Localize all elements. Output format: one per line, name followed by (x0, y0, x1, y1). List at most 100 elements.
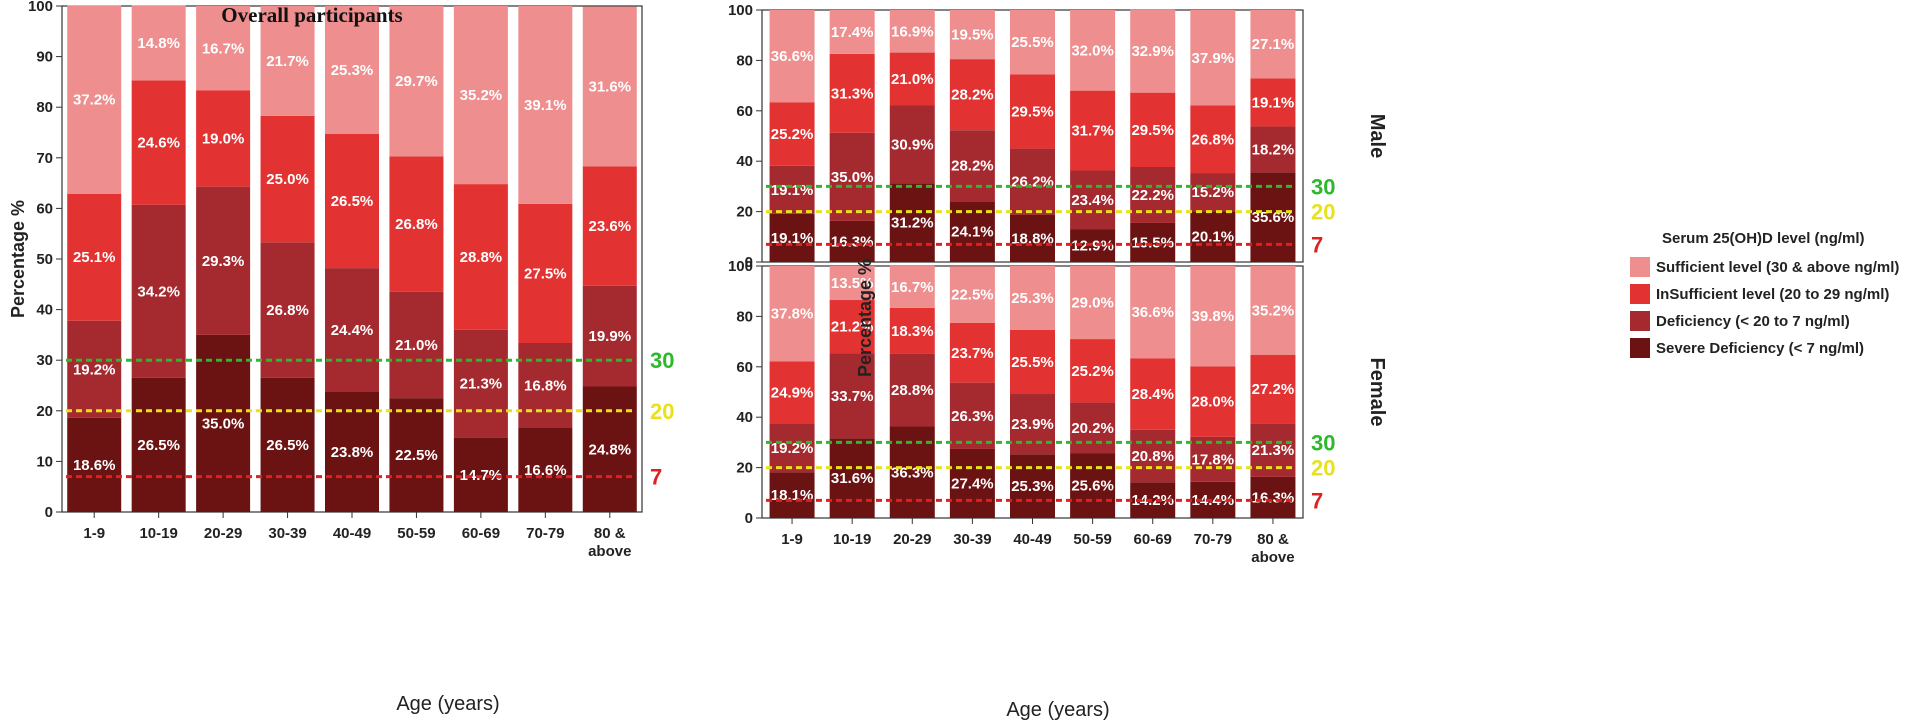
bar-segment (453, 184, 508, 330)
bar-segment (1070, 90, 1116, 171)
chart-title: Overall participants (221, 3, 402, 27)
x-tick-label: 10-19 (833, 531, 871, 548)
bar-segment (889, 10, 935, 53)
bar-segment (889, 265, 935, 308)
data-label: 27.1% (1252, 36, 1295, 53)
bar-segment (1190, 105, 1236, 174)
data-label: 19.2% (73, 361, 116, 378)
data-label: 26.5% (266, 437, 309, 454)
data-label: 21.0% (891, 71, 934, 88)
bar-segment (1070, 339, 1116, 403)
legend-swatch (1630, 338, 1650, 358)
y-axis-title-right: Percentage % (855, 259, 875, 377)
data-label: 35.0% (202, 415, 245, 432)
bar-segment (889, 52, 935, 106)
bar-segment (1250, 266, 1296, 355)
bar-segment (769, 165, 815, 214)
bar-segment (1010, 266, 1055, 330)
bar-segment (829, 53, 875, 133)
x-tick-label: 30-39 (953, 531, 991, 548)
bar-segment (1070, 402, 1116, 454)
bar-segment (1070, 266, 1116, 340)
y-tick-label: 20 (736, 460, 753, 477)
data-label: 24.6% (137, 135, 180, 152)
x-tick-label: 50-59 (1073, 531, 1111, 548)
data-label: 23.8% (331, 444, 374, 461)
bar-segment (260, 6, 315, 116)
data-label: 26.5% (137, 437, 180, 454)
data-label: 28.0% (1192, 394, 1235, 411)
x-tick-label: 1-9 (781, 531, 803, 548)
bar-segment (453, 6, 508, 185)
bar-segment (1010, 10, 1055, 75)
bar-segment (389, 291, 444, 399)
y-tick-label: 50 (36, 251, 53, 268)
bar-segment (1250, 476, 1296, 518)
data-label: 13.5% (831, 275, 874, 292)
legend-swatch (1630, 257, 1650, 277)
bar-segment (1130, 9, 1176, 93)
bar-segment (131, 204, 186, 378)
reference-label-20: 20 (1311, 200, 1335, 225)
data-label: 36.6% (1131, 304, 1174, 321)
data-label: 23.9% (1011, 416, 1054, 433)
bar-segment (1070, 10, 1116, 91)
bar-segment (769, 10, 815, 103)
bar-segment (1190, 10, 1236, 106)
data-label: 20.1% (1192, 229, 1235, 246)
data-label: 16.7% (202, 40, 245, 57)
y-tick-label: 20 (736, 204, 753, 221)
bar-segment (518, 428, 573, 512)
bar-segment (889, 307, 935, 354)
bar-segment (67, 5, 122, 194)
bar-segment (453, 329, 508, 438)
data-label: 18.2% (1252, 141, 1295, 158)
bar-segment (260, 115, 315, 243)
bar-segment (260, 377, 315, 512)
bar-segment (829, 132, 875, 221)
data-label: 15.2% (1192, 184, 1235, 201)
bar-segment (829, 300, 875, 354)
data-label: 26.5% (331, 193, 374, 210)
x-tick-label: 1-9 (83, 525, 105, 542)
data-label: 19.5% (951, 27, 994, 44)
x-tick-label: 60-69 (462, 525, 500, 542)
bar-segment (1130, 266, 1176, 359)
data-label: 24.8% (589, 441, 632, 458)
data-label: 26.3% (951, 408, 994, 425)
bar-segment (389, 6, 444, 157)
legend-item-label: Severe Deficiency (< 7 ng/ml) (1656, 340, 1864, 357)
y-tick-label: 40 (36, 302, 53, 319)
x-tick-label: 80 & (1257, 531, 1289, 548)
data-label: 37.2% (73, 92, 116, 109)
reference-label-7: 7 (1311, 232, 1323, 257)
data-label: 34.2% (137, 283, 180, 300)
data-label: 25.0% (266, 171, 309, 188)
bar-segment (582, 6, 637, 167)
reference-label-7: 7 (1311, 488, 1323, 513)
data-label: 35.2% (460, 87, 503, 104)
data-label: 23.6% (589, 218, 632, 235)
bar-segment (325, 268, 379, 392)
x-tick-label: 70-79 (526, 525, 564, 542)
y-tick-label: 60 (736, 103, 753, 120)
data-label: 16.9% (891, 23, 934, 40)
bar-segment (1010, 148, 1055, 215)
x-tick-label: 20-29 (893, 531, 931, 548)
data-label: 24.9% (771, 385, 814, 402)
data-label: 27.4% (951, 475, 994, 492)
data-label: 23.7% (951, 345, 994, 362)
data-label: 22.2% (1131, 187, 1174, 204)
data-label: 28.8% (460, 249, 503, 266)
data-label: 33.7% (831, 388, 874, 405)
data-label: 37.8% (771, 306, 814, 323)
bar-segment (1250, 10, 1296, 79)
data-label: 22.5% (395, 447, 438, 464)
bar-segment (1190, 436, 1236, 482)
x-tick-label: 60-69 (1134, 531, 1172, 548)
data-label: 35.0% (831, 169, 874, 186)
y-tick-label: 80 (36, 99, 53, 116)
facet-label-male: Male (1366, 114, 1388, 158)
data-label: 14.4% (1192, 492, 1235, 509)
